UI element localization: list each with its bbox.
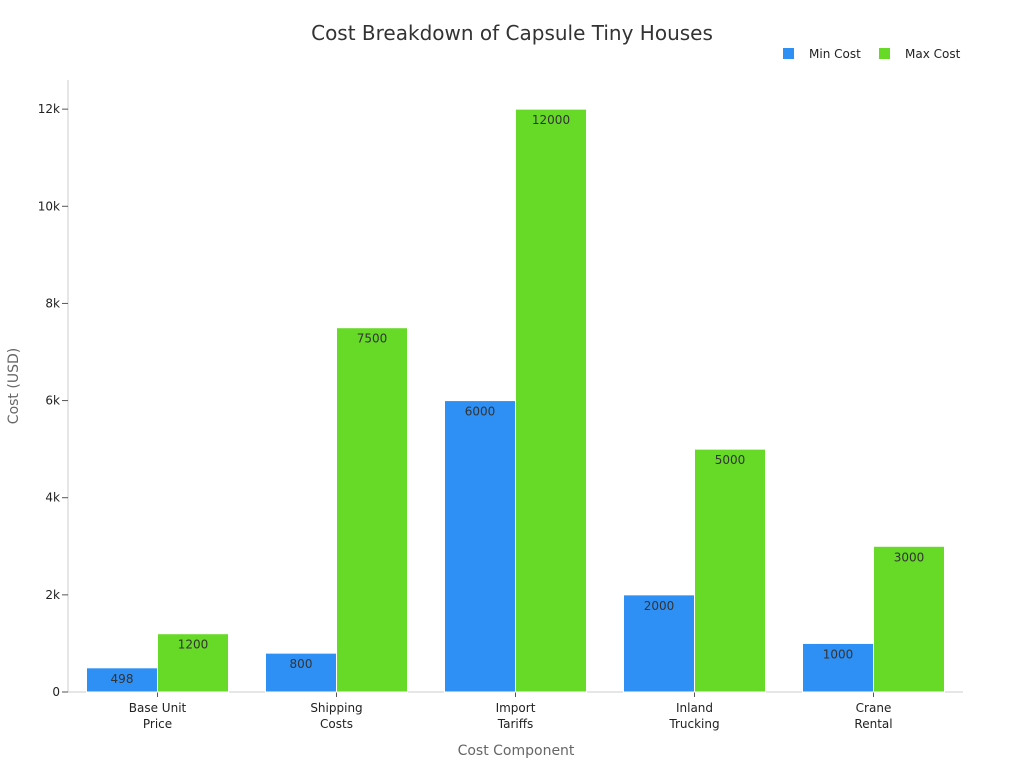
- x-tick-label-line: Trucking: [668, 717, 719, 731]
- y-axis-title: Cost (USD): [6, 348, 22, 424]
- x-axis-title: Cost Component: [458, 743, 575, 759]
- bar-value-label: 7500: [357, 332, 388, 346]
- bar-value-label: 1000: [823, 647, 854, 661]
- bar-value-label: 3000: [894, 550, 925, 564]
- y-tick-label: 6k: [45, 394, 60, 408]
- x-tick-label-line: Inland: [676, 701, 713, 715]
- y-axis: 0 2k 4k 6k 8k 10k 12k: [38, 80, 69, 699]
- legend-label: Min Cost: [809, 47, 861, 61]
- legend-swatch: [879, 48, 890, 59]
- y-tick-label: 12k: [38, 102, 60, 116]
- bar-max-cost: [873, 545, 945, 693]
- bar-min-cost: [265, 652, 337, 693]
- x-tick-label: Shipping Costs: [310, 701, 362, 731]
- x-tick-label-line: Price: [143, 717, 172, 731]
- legend-swatch: [783, 48, 794, 59]
- bar-value-label: 800: [290, 657, 313, 671]
- x-tick-label: Crane Rental: [854, 701, 892, 731]
- x-tick-label: Inland Trucking: [668, 701, 719, 731]
- chart-title: Cost Breakdown of Capsule Tiny Houses: [311, 21, 713, 45]
- legend-label: Max Cost: [905, 47, 961, 61]
- x-tick-label: Import Tariffs: [496, 701, 536, 731]
- bar-max-cost: [157, 633, 229, 693]
- x-tick-label-line: Rental: [854, 717, 892, 731]
- y-tick-label: 8k: [45, 296, 60, 310]
- y-tick-label: 2k: [45, 588, 60, 602]
- y-tick-label: 0: [52, 685, 60, 699]
- bar-min-cost: [444, 400, 516, 693]
- bar-max-cost: [336, 327, 408, 693]
- x-tick-label-line: Base Unit: [129, 701, 187, 715]
- bar-value-label: 498: [111, 672, 134, 686]
- bar-value-label: 2000: [644, 599, 675, 613]
- bar-value-label: 1200: [178, 638, 209, 652]
- x-tick-label-line: Costs: [320, 717, 353, 731]
- bar-max-cost: [515, 108, 587, 693]
- bar-value-label: 5000: [715, 453, 746, 467]
- legend: Min Cost Max Cost: [783, 47, 961, 61]
- x-tick-label-line: Shipping: [310, 701, 362, 715]
- x-axis: Base Unit Price Shipping Costs Import Tariffs…: [68, 691, 963, 731]
- x-tick-label-line: Crane: [856, 701, 892, 715]
- bar-value-label: 12000: [532, 113, 570, 127]
- bars: [86, 108, 945, 693]
- bar-max-cost: [694, 448, 766, 693]
- x-tick-label-line: Import: [496, 701, 536, 715]
- bar-value-label: 6000: [465, 405, 496, 419]
- y-tick-label: 4k: [45, 491, 60, 505]
- data-labels: 498 1200 800 7500 6000 12000 2000 5000 1000 3000: [111, 113, 925, 686]
- x-tick-label-line: Tariffs: [497, 717, 533, 731]
- y-tick-label: 10k: [38, 199, 60, 213]
- x-tick-label: Base Unit Price: [129, 701, 187, 731]
